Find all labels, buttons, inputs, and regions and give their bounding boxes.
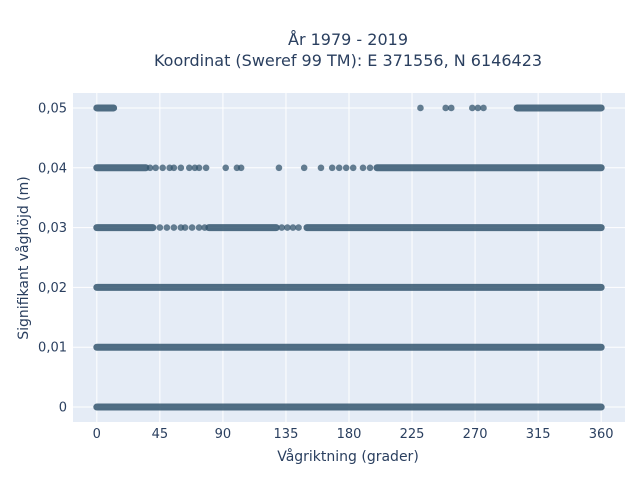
data-point [152,164,159,172]
data-point [195,164,203,172]
x-tick-label: 360 [589,427,614,442]
data-point [474,104,482,112]
data-point [278,224,286,231]
x-tick-label: 0 [93,427,101,442]
data-point [146,164,154,172]
chart-subtitle: Koordinat (Sweref 99 TM): E 371556, N 61… [154,51,542,70]
data-point [300,164,308,172]
data-point [366,164,374,172]
data-point [417,104,424,112]
data-point [328,164,336,172]
data-point [335,164,343,172]
data-point [188,224,196,231]
data-point [170,164,178,172]
data-point [275,164,283,172]
x-tick-label: 45 [152,427,169,442]
data-point [317,164,325,172]
data-point [156,224,164,231]
y-tick-label: 0,03 [38,221,67,236]
data-point [442,104,449,112]
x-tick-label: 270 [463,427,488,442]
data-point [222,164,230,172]
y-tick-label: 0,04 [38,161,67,176]
x-tick-label: 180 [337,427,362,442]
data-point [237,164,245,172]
data-point [170,224,178,231]
data-point [284,224,291,231]
series-row [93,164,605,172]
y-axis-title: Signifikant våghöjd (m) [15,176,32,339]
x-axis-ticks: 0 45 90 135 180 225 270 315 360 [93,427,614,442]
data-point [181,224,189,231]
y-tick-label: 0,01 [38,341,67,356]
x-tick-label: 135 [274,427,299,442]
y-axis-ticks: 0 0,01 0,02 0,03 0,04 0,05 [38,101,67,415]
data-point [185,164,193,172]
data-point [159,164,166,172]
data-point [295,224,302,231]
data-point [163,224,171,231]
data-points [93,104,605,411]
data-point [195,224,203,231]
y-tick-label: 0,05 [38,101,67,116]
x-axis-title: Vågriktning (grader) [277,448,419,465]
data-point [359,164,367,172]
y-tick-label: 0,02 [38,281,67,296]
data-point [177,164,185,172]
y-tick-label: 0 [59,401,67,416]
data-point [202,164,210,172]
data-point [480,104,487,112]
data-point [342,164,350,172]
x-tick-label: 225 [400,427,425,442]
data-point [468,104,476,112]
x-tick-label: 315 [526,427,551,442]
series-row [93,104,605,112]
series-row [93,224,605,232]
data-point [349,164,357,172]
data-point [447,104,455,112]
x-tick-label: 90 [215,427,232,442]
chart-title: År 1979 - 2019 [288,30,408,49]
data-point [289,224,297,231]
data-point [201,224,208,231]
